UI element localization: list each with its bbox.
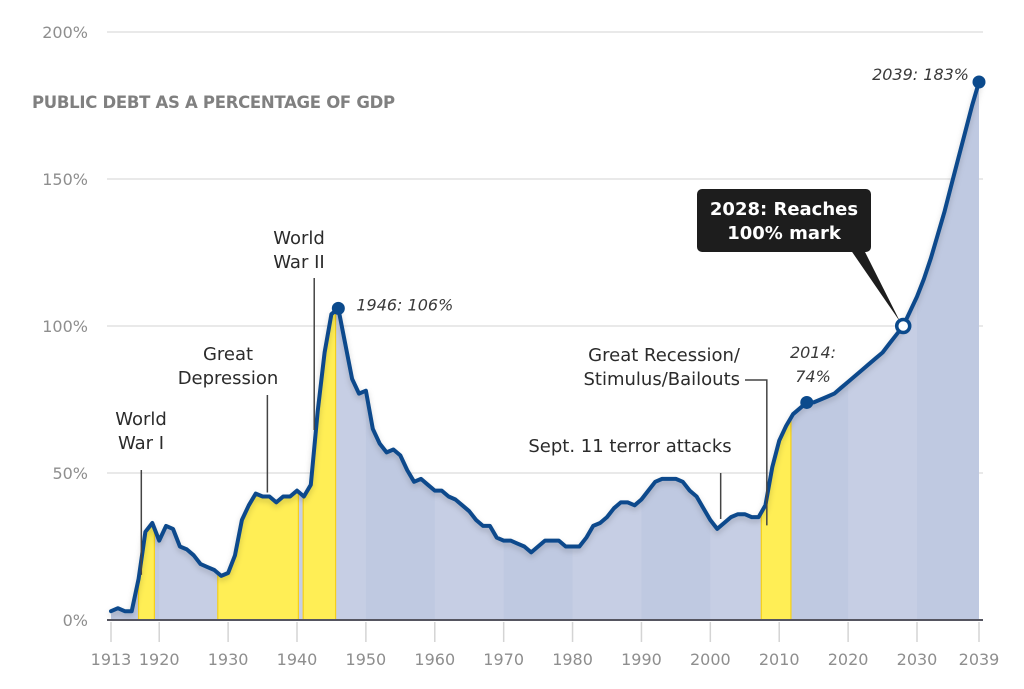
x-tick-label: 2010 <box>759 650 800 669</box>
annotation-sept11: Sept. 11 terror attacks <box>528 436 731 457</box>
y-tick-label: 150% <box>42 170 88 189</box>
callout-line: 2028: Reaches <box>710 199 858 220</box>
axes: 1913 1920 1930 1940 1950 1960 1970 1980 1990 2000… <box>91 619 1000 669</box>
y-tick-label: 50% <box>52 464 88 483</box>
data-point-now-2014 <box>800 395 814 409</box>
annotation-wwii: World War II <box>273 228 325 273</box>
annotation-leader-line <box>745 379 768 526</box>
x-tick-label: 1990 <box>621 650 662 669</box>
x-tick-label: 1930 <box>208 650 249 669</box>
y-tick-label: 100% <box>42 317 88 336</box>
series-line-layer <box>109 80 981 614</box>
annotation-line: Great <box>203 344 253 365</box>
x-tick-label: 1940 <box>277 650 318 669</box>
callout-line: 100% mark <box>727 223 842 244</box>
annotation-line: World <box>115 409 167 430</box>
annotation-line: Stimulus/Bailouts <box>583 369 740 390</box>
annotation-line: World <box>273 228 325 249</box>
y-tick-label: 0% <box>63 611 88 630</box>
callout-text: 2028: Reaches 100% mark <box>710 199 858 244</box>
data-point-peak-1946 <box>331 301 345 315</box>
x-tick-label: 1980 <box>552 650 593 669</box>
point-label-peak-1946: 1946: 106% <box>356 295 453 314</box>
x-tick-label: 1960 <box>414 650 455 669</box>
series-line <box>109 80 981 614</box>
point-label-line: 74% <box>795 367 831 386</box>
annotation-wwi: World War I <box>115 409 167 454</box>
annotation-line: Sept. 11 terror attacks <box>528 436 731 457</box>
annotation-line: War I <box>118 433 164 454</box>
x-tick-label: 2020 <box>828 650 869 669</box>
callout-pointer <box>848 246 901 322</box>
point-label-end-2039: 2039: 183% <box>872 65 969 84</box>
data-point-end-2039 <box>972 75 986 89</box>
annotation-recession: Great Recession/Stimulus/Bailouts <box>583 345 740 390</box>
x-tick-label: 1920 <box>139 650 180 669</box>
annotation-line: Great Recession/ <box>588 345 741 366</box>
x-tick-label: 2039 <box>959 650 1000 669</box>
callout-box <box>697 189 871 252</box>
y-tick-label: 200% <box>42 23 88 42</box>
x-tick-label: 1950 <box>346 650 387 669</box>
annotation-line: Depression <box>178 368 279 389</box>
x-tick-label: 1970 <box>483 650 524 669</box>
annotations: World War I Great Depression World War II Sept… <box>115 65 986 575</box>
data-point-2028 <box>894 317 912 335</box>
annotation-line: War II <box>273 252 324 273</box>
x-tick-label: 2000 <box>690 650 731 669</box>
chart-title: PUBLIC DEBT AS A PERCENTAGE OF GDP <box>32 93 395 112</box>
x-tick-label: 1913 <box>91 650 132 669</box>
x-tick-label: 2030 <box>897 650 938 669</box>
annotation-depression: Great Depression <box>178 344 279 389</box>
point-label-line: 2014: <box>790 343 836 362</box>
point-label-now-2014: 2014: 74% <box>790 343 836 386</box>
